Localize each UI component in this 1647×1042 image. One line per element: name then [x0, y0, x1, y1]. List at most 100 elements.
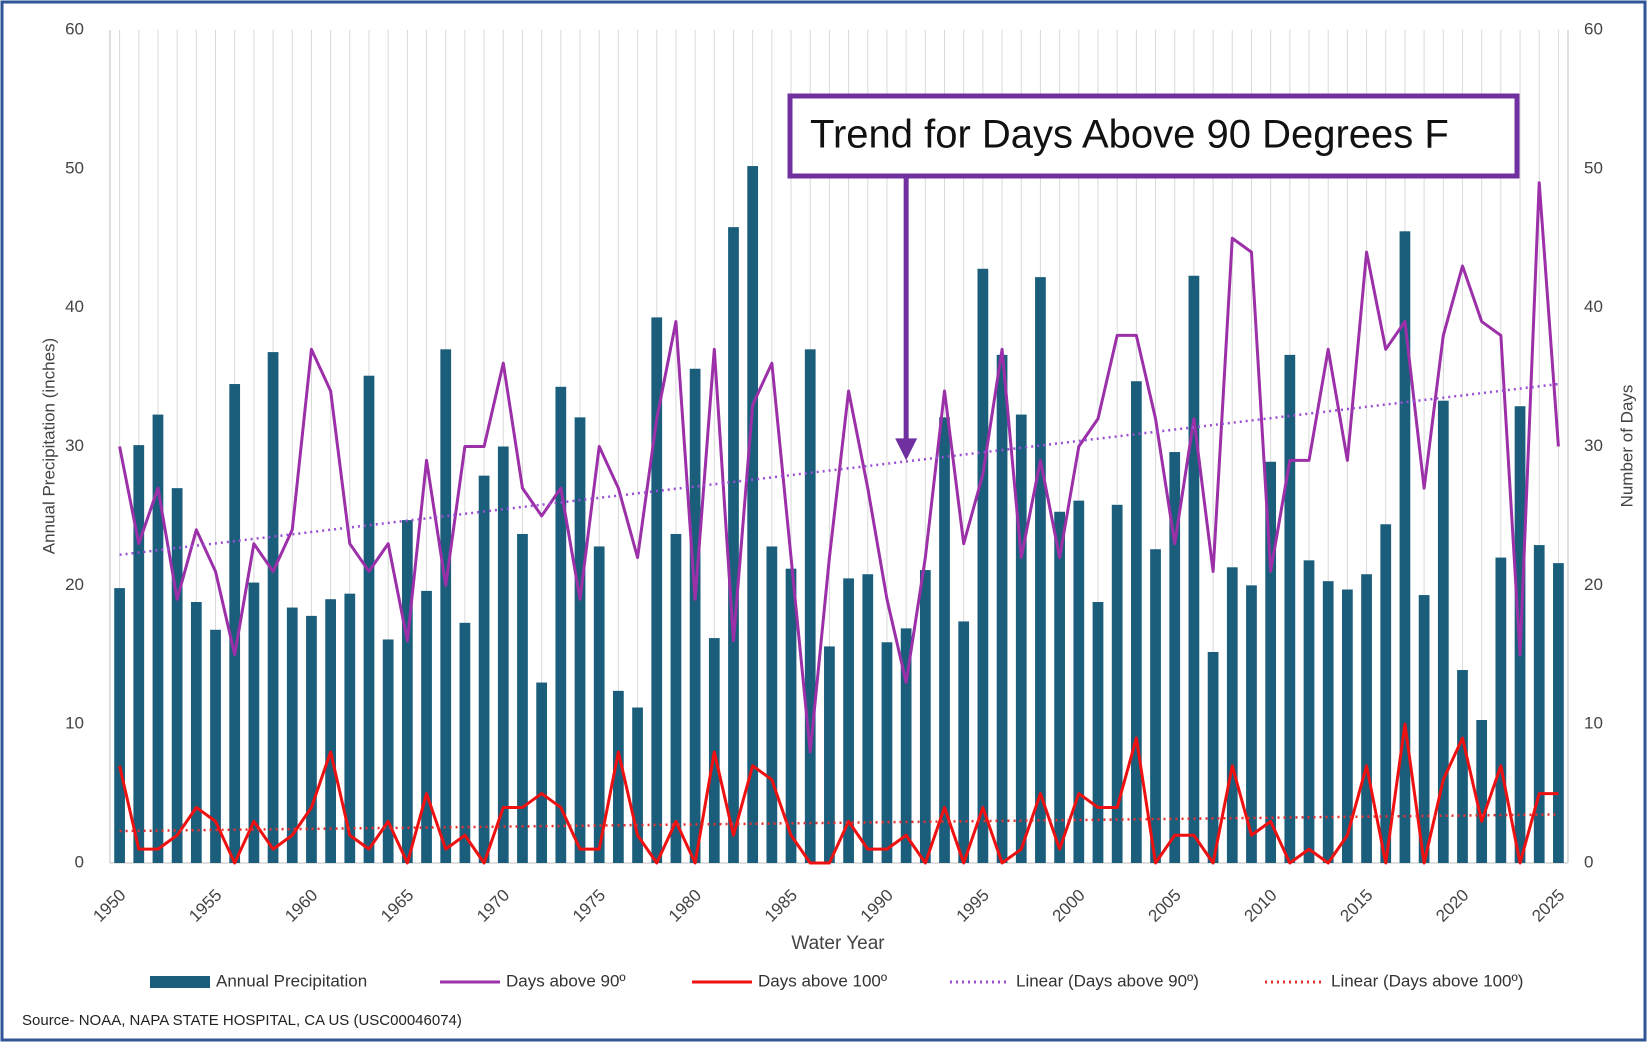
bar	[229, 384, 241, 863]
y-tick-label: 60	[65, 19, 84, 38]
bar	[939, 417, 950, 863]
annotation-text: Trend for Days Above 90 Degrees F	[810, 113, 1449, 157]
bar	[1015, 414, 1027, 863]
line	[118, 722, 1559, 865]
bar	[958, 621, 970, 863]
trend-line	[119, 382, 1559, 557]
bar	[517, 533, 528, 863]
legend-label: Annual Precipitation	[216, 971, 367, 990]
bar	[651, 317, 663, 863]
bar	[1284, 354, 1296, 863]
bar	[1399, 231, 1411, 863]
bar	[862, 574, 874, 863]
y-tick-label: 20	[65, 575, 84, 594]
bar	[1361, 574, 1372, 863]
bar	[306, 615, 317, 863]
bar	[1188, 275, 1200, 863]
bar	[555, 386, 567, 863]
bar	[1111, 504, 1123, 863]
bar	[977, 268, 989, 863]
bar	[440, 349, 452, 864]
bar	[632, 707, 643, 863]
bar	[689, 368, 701, 863]
bar	[1533, 545, 1545, 863]
bar	[1130, 381, 1142, 863]
y2-tick-label: 60	[1584, 19, 1603, 38]
bar	[1054, 511, 1065, 863]
bar	[171, 488, 183, 863]
bar	[824, 646, 835, 863]
bar	[1303, 560, 1315, 863]
bar	[152, 414, 164, 863]
bar	[1265, 461, 1277, 863]
bar	[1322, 581, 1334, 863]
bar	[421, 590, 432, 863]
bar	[190, 601, 202, 863]
bar	[900, 628, 912, 863]
annotation-arrowhead	[895, 438, 918, 461]
bar	[382, 639, 394, 863]
bar	[919, 570, 931, 863]
bar	[574, 417, 586, 863]
bar	[843, 578, 854, 863]
bar	[325, 599, 336, 863]
bar	[286, 607, 298, 863]
y-tick-label: 30	[65, 436, 84, 455]
bar	[133, 445, 145, 863]
bar	[478, 475, 490, 863]
bar	[210, 629, 221, 863]
line	[118, 181, 1560, 754]
bar	[747, 166, 759, 864]
bar	[267, 352, 279, 863]
bar	[1476, 720, 1488, 863]
bar	[114, 588, 125, 863]
bar	[1246, 585, 1257, 863]
bar	[881, 642, 893, 863]
bar	[344, 593, 356, 863]
bar	[459, 622, 471, 863]
bar	[497, 446, 509, 863]
bar	[1457, 670, 1468, 863]
bar	[996, 354, 1008, 863]
bar	[248, 582, 260, 863]
bar	[613, 690, 624, 863]
bar	[1207, 651, 1219, 863]
bar	[593, 546, 605, 863]
bar	[1418, 595, 1430, 863]
y-tick-label: 10	[65, 714, 84, 733]
bar	[536, 682, 548, 863]
y2-tick-label: 10	[1584, 714, 1603, 733]
y2-tick-label: 0	[1584, 852, 1593, 871]
legend-label: Days above 100º	[758, 971, 887, 990]
bar	[766, 546, 778, 863]
annotation-box	[787, 93, 1520, 179]
bar	[785, 568, 797, 863]
y-tick-label: 40	[65, 297, 84, 316]
bar	[1150, 549, 1161, 863]
bar	[1495, 557, 1507, 863]
legend-label: Linear (Days above 90º)	[1016, 971, 1199, 990]
bar	[728, 227, 739, 864]
bar	[1092, 601, 1104, 863]
y2-tick-label: 30	[1584, 436, 1603, 455]
legend-label: Linear (Days above 100º)	[1331, 971, 1523, 990]
bar	[804, 349, 816, 864]
legend-swatch	[150, 976, 210, 988]
y2-axis-title: Number of Days	[1617, 385, 1636, 508]
y2-tick-label: 20	[1584, 575, 1603, 594]
bar	[401, 520, 413, 863]
y2-tick-label: 40	[1584, 297, 1603, 316]
bar	[1437, 400, 1449, 863]
bar	[1073, 500, 1085, 863]
x-axis-title: Water Year	[791, 933, 885, 954]
legend-label: Days above 90º	[506, 971, 626, 990]
y-tick-label: 50	[65, 158, 84, 177]
source-note: Source- NOAA, NAPA STATE HOSPITAL, CA US…	[22, 1012, 462, 1029]
bar	[363, 375, 375, 863]
bar	[1035, 277, 1046, 864]
y-axis-title: Annual Precipitation (inches)	[39, 338, 58, 554]
bar	[1342, 589, 1353, 863]
bar	[1226, 567, 1238, 863]
bar	[1169, 452, 1181, 863]
